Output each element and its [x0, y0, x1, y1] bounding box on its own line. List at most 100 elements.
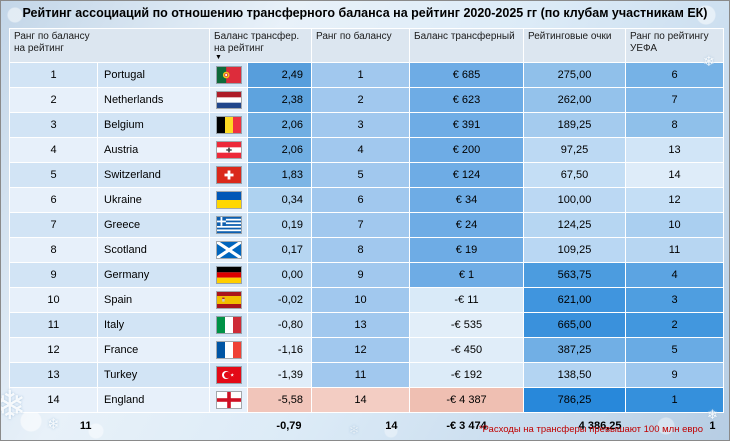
rating-points-cell: 189,25 — [523, 112, 626, 138]
transfer-balance-cell: € 200 — [409, 137, 524, 163]
transfer-balance-cell: € 34 — [409, 187, 524, 213]
header-line: Баланс трансфер. — [214, 31, 300, 42]
austria-flag-icon — [216, 142, 241, 158]
page-title: Рейтинг ассоциаций по отношению трансфер… — [22, 6, 708, 20]
balance-per-rating-cell: 2,38 — [247, 87, 312, 113]
rank-cell: 14 — [9, 387, 98, 413]
balance-per-rating-cell: 2,06 — [247, 112, 312, 138]
ukraine-flag-icon — [216, 192, 241, 208]
rank-cell: 5 — [9, 162, 98, 188]
rank-cell: 2 — [9, 87, 98, 113]
header-line: Ранг по балансу — [316, 31, 392, 42]
total-rating-points: 4 386,25 — [578, 420, 622, 432]
table-row: 5 Switzerland 1,83 5 € 124 67,50 14 — [9, 162, 724, 188]
balance-per-rating-cell: 0,17 — [247, 237, 312, 263]
table-row: 12 France -1,16 12 -€ 450 387,25 5 — [9, 337, 724, 363]
rank-by-balance-cell: 13 — [311, 312, 410, 338]
balance-per-rating-cell: 0,19 — [247, 212, 312, 238]
total-spacer — [210, 413, 248, 437]
country-cell: England — [97, 387, 210, 413]
flag-cell — [209, 187, 248, 213]
rank-by-balance-cell: 10 — [311, 287, 410, 313]
rank-cell: 8 — [9, 237, 98, 263]
rank-uefa-cell: 14 — [625, 162, 724, 188]
england-flag-icon — [216, 392, 241, 408]
rank-uefa-cell: 5 — [625, 337, 724, 363]
header-rank-uefa: Ранг по рейтингу УЕФА — [625, 28, 724, 63]
balance-per-rating-cell: -0,02 — [247, 287, 312, 313]
flag-cell — [209, 62, 248, 88]
totals-row: 11 -0,79 14 -€ 3 474 4 386,25 1 — [10, 413, 724, 437]
italy-flag-icon — [216, 317, 241, 333]
table-row: 8 Scotland 0,17 8 € 19 109,25 11 — [9, 237, 724, 263]
rank-by-balance-cell: 7 — [311, 212, 410, 238]
transfer-balance-cell: -€ 11 — [409, 287, 524, 313]
header-rating-points: Рейтинговые очки — [523, 28, 626, 63]
table-row: 13 Turkey -1,39 11 -€ 192 138,50 9 — [9, 362, 724, 388]
country-cell: Austria — [97, 137, 210, 163]
total-balance-per-rating: -0,79 — [276, 420, 302, 432]
country-cell: Germany — [97, 262, 210, 288]
header-line: Баланс трансферный — [414, 31, 515, 42]
flag-cell — [209, 212, 248, 238]
rating-points-cell: 124,25 — [523, 212, 626, 238]
total-rank: 11 — [79, 420, 92, 432]
rank-by-balance-cell: 12 — [311, 337, 410, 363]
ranking-table: Ранг по балансу на рейтинг Баланс трансф… — [9, 28, 724, 436]
rank-by-balance-cell: 14 — [311, 387, 410, 413]
switzerland-flag-icon — [216, 167, 241, 183]
transfer-balance-cell: € 623 — [409, 87, 524, 113]
rating-points-cell: 563,75 — [523, 262, 626, 288]
rank-cell: 10 — [9, 287, 98, 313]
total-rank-by-balance: 14 — [385, 420, 398, 432]
rank-by-balance-cell: 9 — [311, 262, 410, 288]
france-flag-icon — [216, 342, 241, 358]
balance-per-rating-cell: 2,06 — [247, 137, 312, 163]
balance-per-rating-cell: -1,16 — [247, 337, 312, 363]
rank-uefa-cell: 11 — [625, 237, 724, 263]
balance-per-rating-cell: 0,34 — [247, 187, 312, 213]
rank-cell: 1 — [9, 62, 98, 88]
flag-cell — [209, 262, 248, 288]
transfer-balance-cell: -€ 535 — [409, 312, 524, 338]
flag-cell — [209, 387, 248, 413]
flag-cell — [209, 237, 248, 263]
flag-cell — [209, 87, 248, 113]
header-line: на рейтинг — [214, 43, 264, 54]
rank-cell: 7 — [9, 212, 98, 238]
rank-cell: 6 — [9, 187, 98, 213]
germany-flag-icon — [216, 267, 241, 283]
rank-cell: 12 — [9, 337, 98, 363]
rank-uefa-cell: 10 — [625, 212, 724, 238]
rating-points-cell: 109,25 — [523, 237, 626, 263]
transfer-balance-cell: € 19 — [409, 237, 524, 263]
netherlands-flag-icon — [216, 92, 241, 108]
header-rank-by-balance: Ранг по балансу — [311, 28, 410, 63]
balance-per-rating-cell: 2,49 — [247, 62, 312, 88]
country-cell: Switzerland — [97, 162, 210, 188]
belgium-flag-icon — [216, 117, 241, 133]
balance-per-rating-cell: -0,80 — [247, 312, 312, 338]
transfer-balance-cell: € 124 — [409, 162, 524, 188]
rank-uefa-cell: 12 — [625, 187, 724, 213]
rating-points-cell: 262,00 — [523, 87, 626, 113]
rank-uefa-cell: 1 — [625, 387, 724, 413]
balance-per-rating-cell: -5,58 — [247, 387, 312, 413]
table-row: 1 Portugal 2,49 1 € 685 275,00 6 — [9, 62, 724, 88]
transfer-balance-cell: € 391 — [409, 112, 524, 138]
rating-points-cell: 786,25 — [523, 387, 626, 413]
transfer-balance-cell: -€ 450 — [409, 337, 524, 363]
country-cell: Portugal — [97, 62, 210, 88]
table-row: 2 Netherlands 2,38 2 € 623 262,00 7 — [9, 87, 724, 113]
rating-points-cell: 275,00 — [523, 62, 626, 88]
spain-flag-icon — [216, 292, 241, 308]
turkey-flag-icon — [216, 367, 241, 383]
rating-points-cell: 387,25 — [523, 337, 626, 363]
rank-uefa-cell: 6 — [625, 62, 724, 88]
transfer-balance-cell: € 1 — [409, 262, 524, 288]
greece-flag-icon — [216, 217, 241, 233]
table-row: 7 Greece 0,19 7 € 24 124,25 10 — [9, 212, 724, 238]
flag-cell — [209, 337, 248, 363]
table-row: 9 Germany 0,00 9 € 1 563,75 4 — [9, 262, 724, 288]
transfer-balance-cell: € 24 — [409, 212, 524, 238]
